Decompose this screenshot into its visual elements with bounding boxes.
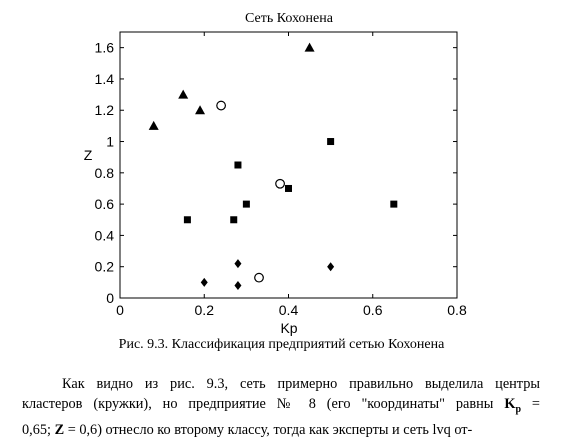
x-axis-ticks: 0 0.2 0.4 0.6 0.8	[116, 32, 467, 318]
paragraph-line-2-text: кластеров (кружки), но предприятие № 8 (…	[22, 396, 505, 412]
x-tick-label: 0.6	[363, 302, 383, 318]
paragraph-line-3: 0,65; Z = 0,6) отнесло ко второму классу…	[22, 420, 540, 440]
y-tick-label: 0	[106, 290, 114, 306]
circle-point	[275, 178, 285, 189]
y-tick-label: 1	[106, 134, 114, 150]
y-axis-label: Z	[84, 147, 93, 163]
triangle-point	[178, 89, 189, 99]
y-tick-label: 1.2	[95, 102, 115, 118]
square-point	[183, 216, 191, 224]
paragraph-line-1-text: Как видно из рис. 9.3, сеть примерно пра…	[62, 376, 540, 392]
x-tick-label: 0.4	[279, 302, 299, 318]
paragraph-line-3-text: = 0,6) отнесло ко второму классу, тогда …	[64, 421, 473, 438]
figure-caption: Рис. 9.3. Классификация предприятий сеть…	[118, 337, 445, 352]
square-point	[242, 200, 250, 208]
x-tick-label: 0	[116, 302, 124, 318]
diamond-point	[327, 262, 335, 272]
kp-subscript: p	[515, 403, 522, 415]
paragraph-line-2: кластеров (кружки), но предприятие № 8 (…	[22, 394, 540, 420]
z-symbol: Z	[54, 421, 65, 438]
y-tick-label: 0.8	[95, 165, 115, 181]
triangle-point	[195, 105, 206, 115]
paragraph-line-2-equals: =	[521, 396, 540, 412]
paragraph-line-3-start: 0,65;	[22, 421, 55, 438]
body-paragraph: Как видно из рис. 9.3, сеть примерно пра…	[22, 374, 540, 440]
square-point	[327, 138, 335, 146]
chart: Сеть Кохонена 0 0.2 0.4 0.6 0.8 0 0.2 0.4 0.6 0.…	[84, 11, 467, 336]
diamond-point	[234, 259, 242, 269]
y-tick-label: 0.2	[95, 259, 115, 275]
x-tick-label: 0.8	[447, 302, 467, 318]
diamond-point	[234, 280, 242, 290]
x-axis-label: Kp	[280, 320, 297, 336]
square-point	[234, 161, 242, 169]
square-point	[230, 216, 238, 224]
diamond-point	[200, 277, 208, 287]
triangle-point	[304, 42, 315, 52]
kp-symbol: K	[504, 396, 516, 412]
y-tick-label: 1.4	[95, 71, 115, 87]
y-tick-label: 0.6	[95, 196, 115, 212]
square-point	[390, 200, 398, 208]
data-points	[148, 42, 398, 290]
chart-title: Сеть Кохонена	[245, 11, 334, 26]
plot-area	[119, 31, 458, 299]
y-axis-ticks: 0 0.2 0.4 0.6 0.8 1 1.2 1.4 1.6	[95, 40, 457, 306]
x-tick-label: 0.2	[195, 302, 215, 318]
circle-point	[216, 100, 227, 111]
paragraph-line-1: Как видно из рис. 9.3, сеть примерно пра…	[22, 374, 540, 394]
square-point	[285, 184, 292, 192]
y-tick-label: 1.6	[95, 40, 115, 56]
triangle-point	[148, 120, 159, 130]
y-tick-label: 0.4	[95, 227, 115, 243]
circle-point	[254, 272, 264, 283]
